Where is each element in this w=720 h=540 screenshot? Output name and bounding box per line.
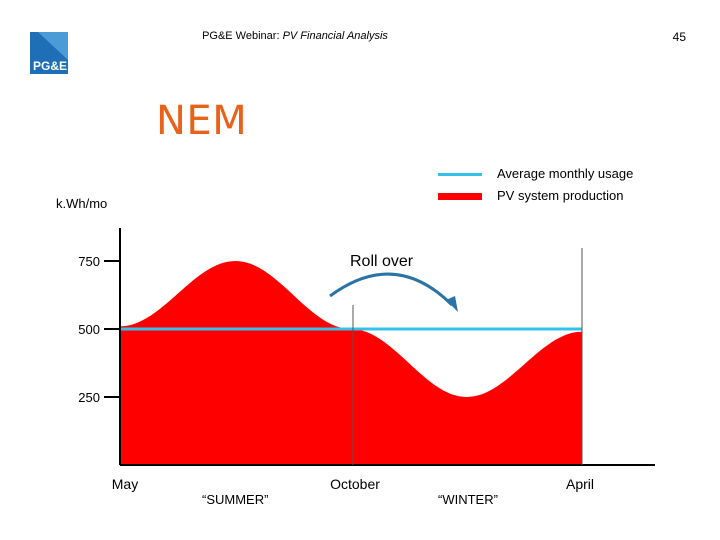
pge-logo: PG&E [28, 30, 72, 76]
y-axis-unit-label: k.Wh/mo [56, 196, 108, 211]
y-tick-label-750: 750 [78, 254, 100, 269]
y-tick-label-500: 500 [78, 322, 100, 337]
y-tick-label-250: 250 [78, 390, 100, 405]
x-tick-label-october: October [330, 476, 380, 492]
slide-title: NEM [156, 98, 248, 144]
roll-over-arrow [329, 272, 454, 307]
legend-production-label: PV system production [497, 188, 624, 203]
header-title-prefix: PG&E Webinar: [202, 30, 283, 42]
header-title-emphasis: PV Financial Analysis [282, 30, 388, 42]
season-summer-label: “SUMMER” [202, 492, 269, 507]
pv-production-area [120, 261, 582, 465]
x-tick-label-april: April [566, 476, 594, 492]
legend-usage-label: Average monthly usage [497, 166, 634, 181]
roll-over-label: Roll over [350, 253, 414, 270]
season-winter-label: “WINTER” [438, 492, 498, 507]
legend-production-swatch [438, 193, 482, 200]
page-number: 45 [672, 30, 686, 44]
logo-text: PG&E [33, 59, 67, 73]
roll-over-arrowhead [446, 296, 458, 312]
x-tick-label-may: May [112, 476, 138, 492]
header-title: PG&E Webinar: PV Financial Analysis [0, 30, 590, 42]
legend-usage-swatch [438, 173, 482, 176]
